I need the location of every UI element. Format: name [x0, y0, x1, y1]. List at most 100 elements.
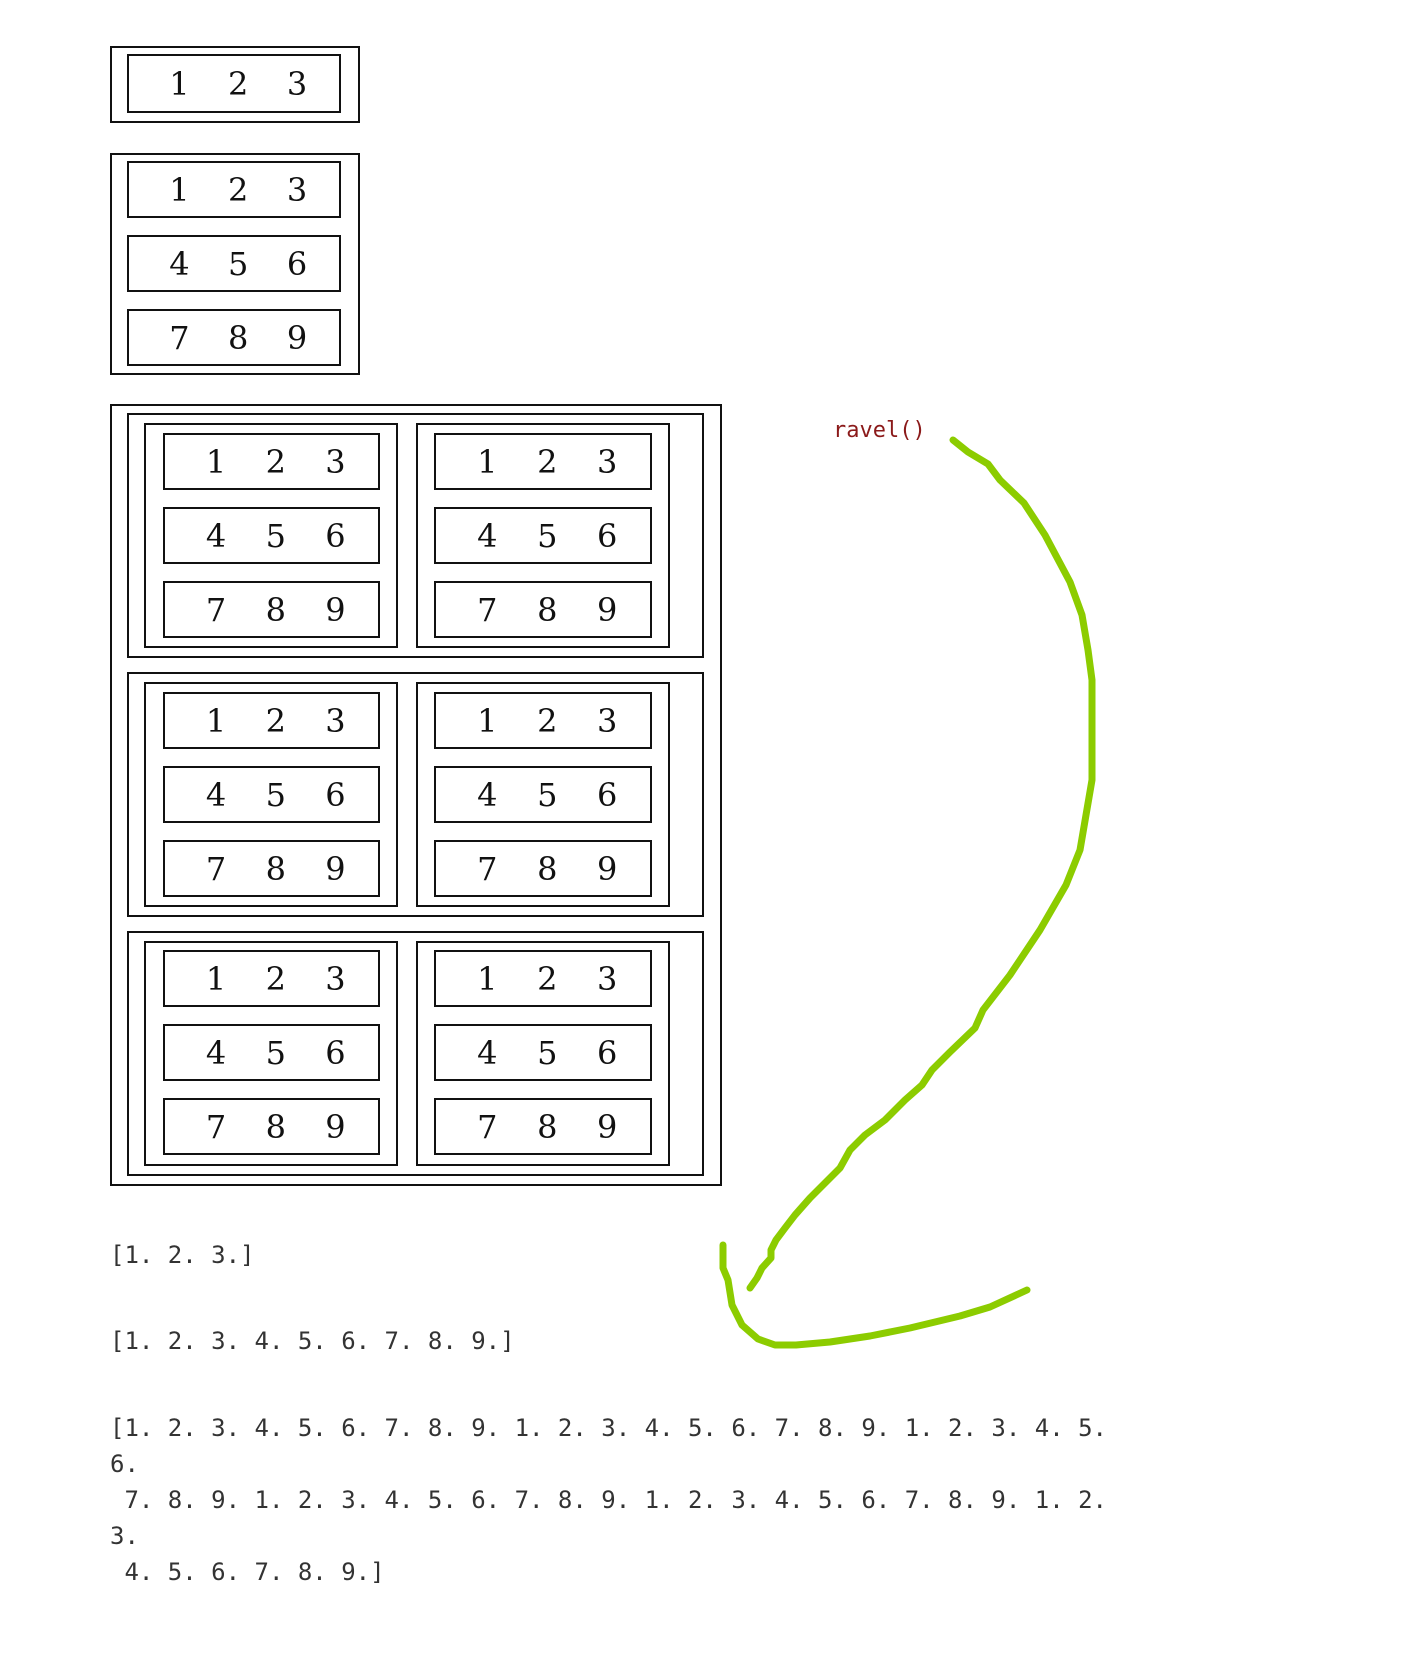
cell: 7	[205, 590, 227, 629]
cell: 2	[537, 701, 558, 740]
cell: 4	[205, 1033, 227, 1072]
output-4d: [1. 2. 3. 4. 5. 6. 7. 8. 9. 1. 2. 3. 4. …	[110, 1414, 1107, 1586]
array-4d-row: 7 8 9	[434, 581, 652, 638]
cell: 2	[265, 701, 286, 740]
cell: 8	[265, 1107, 286, 1146]
array-4d-outer	[110, 404, 722, 1186]
cell: 7	[477, 590, 498, 629]
cell: 2	[228, 170, 249, 209]
cell: 4	[477, 1033, 498, 1072]
array-4d-row: 4 5 6	[163, 507, 380, 564]
array-4d-row: 4 5 6	[434, 507, 652, 564]
cell: 3	[597, 442, 618, 481]
cell: 3	[325, 701, 346, 740]
cell: 8	[265, 849, 286, 888]
cell: 9	[597, 590, 618, 629]
cell: 5	[228, 244, 249, 283]
array-2d-outer	[110, 153, 360, 375]
array-4d-block	[416, 941, 670, 1166]
array-4d-row: 1 2 3	[163, 692, 380, 749]
cell: 5	[265, 516, 286, 555]
cell: 4	[477, 516, 498, 555]
cell: 7	[477, 1107, 498, 1146]
cell: 2	[537, 442, 558, 481]
array-4d-block-row	[127, 413, 704, 658]
cell: 3	[325, 442, 346, 481]
cell: 9	[325, 849, 346, 888]
cell: 9	[325, 590, 346, 629]
array-4d-block	[144, 682, 398, 907]
cell: 3	[286, 170, 308, 209]
cell: 8	[228, 318, 249, 357]
array-4d-row: 1 2 3	[163, 950, 380, 1007]
cell: 5	[265, 775, 286, 814]
cell: 6	[597, 775, 618, 814]
arrow-head-stroke	[719, 1241, 1031, 1349]
array-4d-row: 4 5 6	[434, 1024, 652, 1081]
cell: 5	[537, 516, 558, 555]
array-4d-row: 7 8 9	[163, 840, 380, 897]
array-4d-block-row	[127, 672, 704, 917]
cell: 9	[597, 1107, 618, 1146]
cell: 4	[205, 775, 227, 814]
cell: 7	[205, 849, 227, 888]
cell: 3	[597, 959, 618, 998]
arrow-curve	[746, 436, 1096, 1292]
output-2d: [1. 2. 3. 4. 5. 6. 7. 8. 9.]	[110, 1327, 515, 1355]
cell: 2	[537, 959, 558, 998]
array-4d-row: 4 5 6	[163, 1024, 380, 1081]
cell: 9	[325, 1107, 346, 1146]
array-4d-row: 4 5 6	[434, 766, 652, 823]
array-4d-row: 7 8 9	[163, 581, 380, 638]
cell: 5	[265, 1033, 286, 1072]
array-4d-row: 1 2 3	[163, 433, 380, 490]
cell: 2	[265, 442, 286, 481]
cell: 8	[537, 1107, 558, 1146]
cell: 8	[265, 590, 286, 629]
array-4d-row: 4 5 6	[163, 766, 380, 823]
cell: 1	[205, 442, 227, 481]
cell: 1	[477, 442, 498, 481]
cell: 3	[286, 64, 308, 103]
array-4d-block	[416, 682, 670, 907]
cell: 3	[597, 701, 618, 740]
cell: 5	[537, 775, 558, 814]
cell: 6	[325, 516, 346, 555]
cell: 5	[537, 1033, 558, 1072]
array-2d-row: 1 2 3	[127, 161, 341, 218]
array-4d-block	[416, 423, 670, 648]
array-4d-block-row	[127, 931, 704, 1176]
cell: 7	[477, 849, 498, 888]
array-4d-row: 1 2 3	[434, 433, 652, 490]
cell: 7	[169, 318, 190, 357]
cell: 3	[325, 959, 346, 998]
cell: 9	[286, 318, 308, 357]
array-4d-row: 1 2 3	[434, 692, 652, 749]
cell: 1	[169, 64, 190, 103]
array-4d-row: 7 8 9	[434, 1098, 652, 1155]
cell: 4	[477, 775, 498, 814]
array-4d-row: 7 8 9	[163, 1098, 380, 1155]
cell: 4	[205, 516, 227, 555]
cell: 9	[597, 849, 618, 888]
array-2d-row: 7 8 9	[127, 309, 341, 366]
cell: 6	[597, 516, 618, 555]
array-4d-block	[144, 941, 398, 1166]
ravel-label: ravel()	[833, 418, 926, 443]
array-1d-row: 1 2 3	[127, 54, 341, 113]
cell: 8	[537, 590, 558, 629]
cell: 2	[228, 64, 249, 103]
array-1d-outer	[110, 46, 360, 123]
cell: 8	[537, 849, 558, 888]
cell: 1	[169, 170, 190, 209]
cell: 1	[205, 701, 227, 740]
array-4d-block	[144, 423, 398, 648]
cell: 6	[597, 1033, 618, 1072]
array-4d-row: 1 2 3	[434, 950, 652, 1007]
array-4d-row: 7 8 9	[434, 840, 652, 897]
cell: 6	[325, 775, 346, 814]
array-2d-row: 4 5 6	[127, 235, 341, 292]
output-1d: [1. 2. 3.]	[110, 1241, 255, 1269]
cell: 7	[205, 1107, 227, 1146]
